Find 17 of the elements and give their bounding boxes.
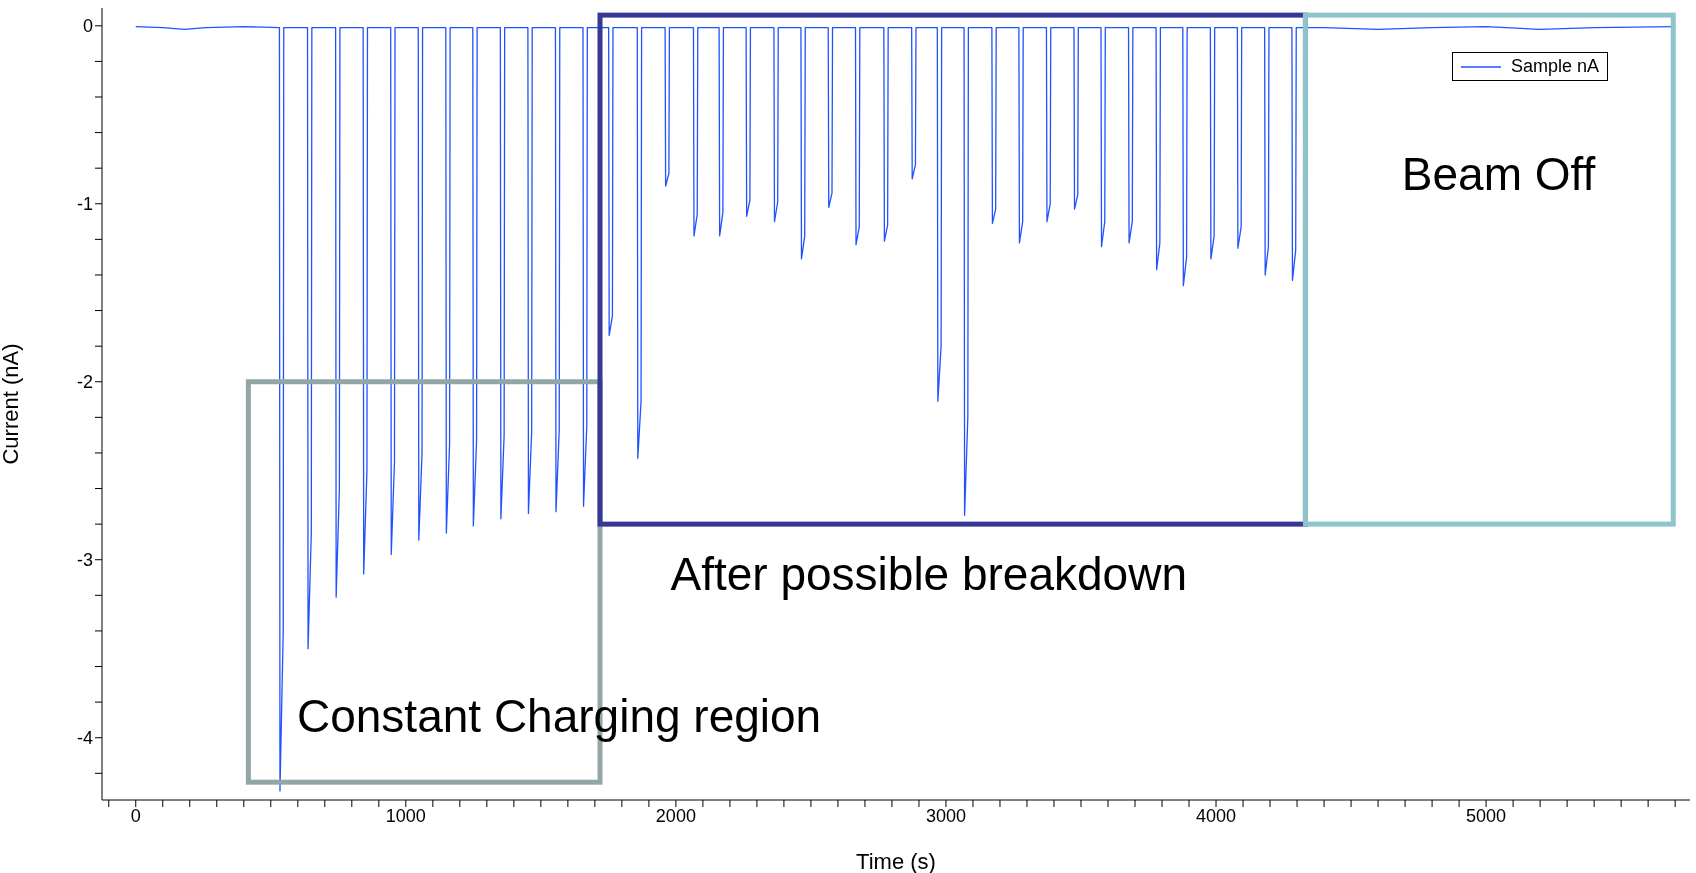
x-tick-label: 5000 bbox=[1466, 805, 1507, 826]
annotation: Constant Charging region bbox=[296, 690, 822, 743]
x-tick-label: 1000 bbox=[385, 805, 426, 826]
y-tick-label: -4 bbox=[76, 728, 93, 749]
annotation: Beam Off bbox=[1401, 147, 1596, 200]
legend-label: Sample nA bbox=[1510, 56, 1599, 77]
y-tick-label: -1 bbox=[76, 194, 93, 215]
annotation: After possible breakdown bbox=[670, 547, 1188, 600]
x-tick-label: 3000 bbox=[925, 805, 966, 826]
y-axis-title: Current (nA) bbox=[0, 343, 23, 465]
y-tick-label: -3 bbox=[76, 550, 93, 571]
y-tick-label: -2 bbox=[76, 372, 93, 393]
x-tick-label: 4000 bbox=[1196, 805, 1237, 826]
x-tick-label: 2000 bbox=[655, 805, 696, 826]
x-axis-title: Time (s) bbox=[856, 849, 936, 873]
y-tick-label: 0 bbox=[82, 16, 93, 37]
x-tick-label: 0 bbox=[130, 805, 141, 826]
